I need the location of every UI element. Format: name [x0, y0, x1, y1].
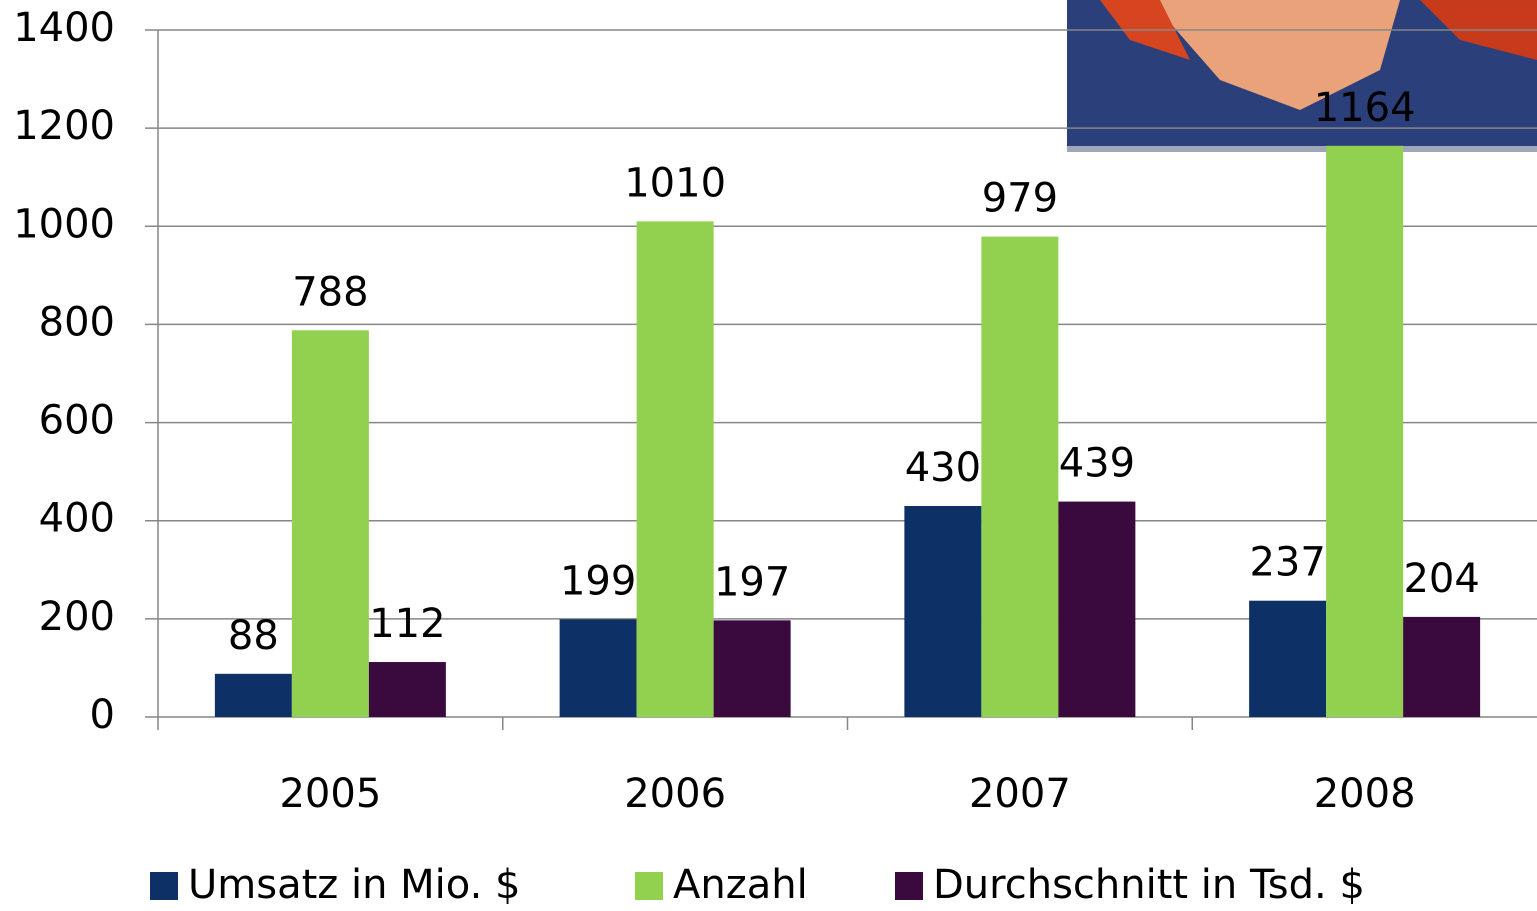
data-label: 979 — [982, 176, 1058, 222]
data-label: 430 — [905, 445, 981, 491]
data-label: 199 — [560, 558, 636, 604]
x-tick-label: 2007 — [969, 771, 1071, 817]
y-tick-label: 1200 — [13, 103, 115, 149]
portrait-picture — [1067, 0, 1537, 152]
bar — [1403, 616, 1481, 717]
data-label: 112 — [369, 601, 445, 647]
y-tick-label: 1400 — [13, 5, 115, 51]
bar — [1326, 145, 1404, 717]
data-label: 788 — [292, 269, 368, 315]
x-tick-label: 2008 — [1314, 771, 1416, 817]
y-tick-label: 800 — [39, 299, 115, 345]
bar — [981, 236, 1059, 718]
bar — [559, 619, 637, 717]
bar — [368, 662, 446, 717]
x-tick-label: 2006 — [624, 771, 726, 817]
data-label: 439 — [1059, 441, 1135, 487]
legend-swatch — [150, 872, 178, 900]
y-tick-label: 200 — [39, 594, 115, 640]
bar — [1058, 501, 1136, 717]
data-label: 204 — [1403, 556, 1479, 602]
y-tick-label: 400 — [39, 496, 115, 542]
bar — [214, 673, 292, 717]
data-label: 197 — [714, 559, 790, 605]
bar — [291, 330, 369, 717]
y-tick-label: 1000 — [13, 201, 115, 247]
data-label: 237 — [1249, 540, 1325, 586]
legend-label: Durchschnitt in Tsd. $ — [933, 862, 1365, 908]
legend-label: Umsatz in Mio. $ — [188, 862, 520, 908]
y-tick-label: 600 — [39, 398, 115, 444]
legend-label: Anzahl — [673, 862, 808, 908]
bar — [1249, 600, 1327, 717]
bar — [713, 620, 791, 717]
y-tick-label: 0 — [90, 692, 115, 738]
data-label: 1164 — [1314, 85, 1416, 131]
legend-swatch — [895, 872, 923, 900]
x-tick-label: 2005 — [279, 771, 381, 817]
data-label: 1010 — [624, 160, 726, 206]
legend-swatch — [635, 872, 663, 900]
bar — [636, 221, 714, 717]
bar — [904, 505, 982, 717]
data-label: 88 — [228, 613, 279, 659]
